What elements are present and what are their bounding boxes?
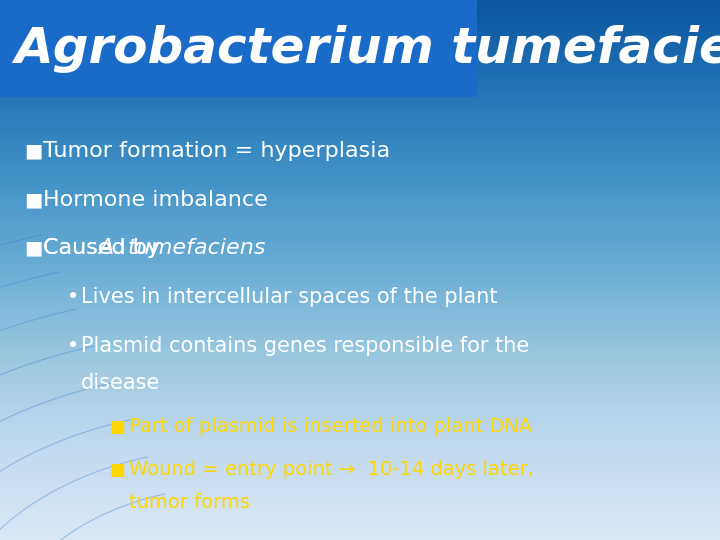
Text: •: • — [67, 335, 79, 356]
Text: ■: ■ — [109, 417, 125, 436]
Text: ■: ■ — [109, 461, 125, 479]
Text: Wound = entry point →  10-14 days later,: Wound = entry point → 10-14 days later, — [129, 460, 534, 480]
Text: ■: ■ — [24, 190, 42, 210]
Text: A. tumefaciens: A. tumefaciens — [98, 238, 265, 259]
Text: Lives in intercellular spaces of the plant: Lives in intercellular spaces of the pla… — [81, 287, 498, 307]
Text: Tumor formation = hyperplasia: Tumor formation = hyperplasia — [43, 141, 390, 161]
Text: tumor forms: tumor forms — [129, 492, 250, 512]
Text: Agrobacterium tumefaciens: Agrobacterium tumefaciens — [14, 25, 720, 72]
Text: Caused by: Caused by — [43, 238, 167, 259]
Text: disease: disease — [81, 373, 161, 394]
Text: ■: ■ — [24, 141, 42, 161]
Text: Caused by: Caused by — [43, 238, 167, 259]
FancyBboxPatch shape — [0, 0, 477, 97]
Text: Part of plasmid is inserted into plant DNA: Part of plasmid is inserted into plant D… — [129, 417, 532, 436]
Text: Hormone imbalance: Hormone imbalance — [43, 190, 268, 210]
Text: ■: ■ — [24, 239, 42, 258]
Text: •: • — [67, 287, 79, 307]
Text: Plasmid contains genes responsible for the: Plasmid contains genes responsible for t… — [81, 335, 529, 356]
